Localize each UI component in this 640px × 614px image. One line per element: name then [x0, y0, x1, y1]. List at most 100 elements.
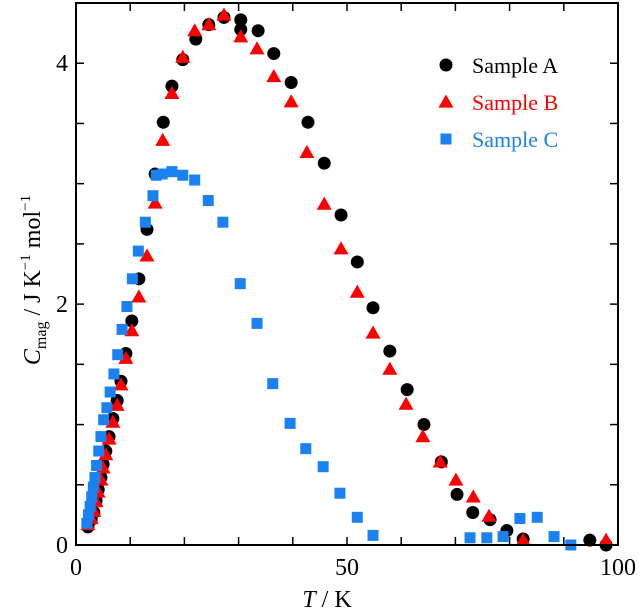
data-point — [382, 361, 398, 375]
data-point — [365, 325, 381, 339]
data-point — [201, 17, 217, 31]
data-point — [531, 511, 543, 523]
data-point — [234, 13, 248, 27]
data-point — [548, 531, 560, 543]
x-tick-label: 0 — [70, 555, 82, 581]
legend-circle-icon — [439, 58, 453, 72]
data-point — [82, 509, 94, 521]
data-point — [334, 208, 348, 222]
data-point — [284, 75, 298, 89]
axes: 0 50 100 0 2 4 — [56, 2, 636, 581]
data-point — [466, 505, 480, 519]
series-sample-b — [80, 7, 614, 546]
data-point — [217, 216, 229, 228]
data-point — [104, 386, 116, 398]
data-point — [112, 349, 124, 361]
x-axis-symbol: T — [302, 587, 317, 613]
data-point — [121, 301, 133, 313]
data-point — [202, 195, 214, 207]
y-axis-unit: / J K — [20, 270, 46, 322]
data-point — [166, 166, 178, 178]
data-point — [139, 248, 155, 262]
data-point — [91, 460, 103, 472]
y-axis-superscript: −1 — [18, 254, 34, 270]
data-point — [300, 443, 312, 455]
y-axis-symbol: C — [20, 348, 46, 365]
data-point — [249, 41, 265, 55]
data-point — [251, 317, 263, 329]
x-tick-label: 100 — [600, 555, 636, 581]
data-point — [583, 533, 597, 547]
data-point — [98, 447, 114, 461]
data-point — [93, 445, 105, 457]
data-point — [95, 431, 107, 443]
data-point — [150, 169, 162, 181]
data-point — [350, 255, 364, 269]
data-point — [147, 190, 159, 202]
data-point — [113, 377, 129, 391]
data-point — [233, 29, 249, 43]
data-point — [131, 289, 147, 303]
data-point — [465, 489, 481, 503]
y-axis-superscript: −1 — [18, 195, 34, 211]
y-tick-label: 0 — [56, 533, 68, 559]
data-point — [515, 532, 531, 546]
data-point — [351, 511, 363, 523]
legend-triangle-icon — [438, 94, 454, 108]
data-point — [450, 487, 464, 501]
legend: Sample A Sample B Sample C — [438, 53, 558, 152]
data-point — [448, 472, 464, 486]
data-point — [415, 429, 431, 443]
data-point — [177, 169, 189, 181]
data-point — [189, 174, 201, 186]
data-point — [398, 396, 414, 410]
data-point — [299, 144, 315, 158]
legend-label: Sample A — [472, 53, 558, 78]
data-point — [124, 323, 140, 337]
data-point — [139, 216, 151, 228]
legend-item: Sample A — [439, 53, 558, 78]
data-point — [109, 397, 125, 411]
data-point — [251, 24, 265, 38]
data-point — [155, 132, 171, 146]
data-point — [267, 47, 281, 61]
data-point — [316, 196, 332, 210]
legend-item: Sample B — [438, 90, 558, 115]
data-point — [98, 414, 110, 426]
data-point — [333, 241, 349, 255]
data-point — [156, 168, 168, 180]
y-tick-label: 2 — [56, 292, 68, 318]
data-point — [267, 378, 279, 390]
data-point — [317, 156, 331, 170]
data-point — [464, 532, 476, 544]
data-point — [156, 115, 170, 129]
data-point — [481, 532, 493, 544]
data-point — [349, 284, 365, 298]
x-axis-title: T / K — [302, 587, 352, 613]
data-point — [101, 402, 113, 414]
data-point — [598, 532, 614, 546]
data-point — [400, 383, 414, 397]
data-point — [317, 461, 329, 473]
data-point — [118, 350, 134, 364]
plot-frame — [75, 2, 619, 546]
data-point — [383, 344, 397, 358]
y-axis-unit-mol: mol — [20, 211, 46, 255]
data-marks — [80, 7, 614, 552]
y-axis-subscript: mag — [33, 322, 50, 350]
data-point — [108, 368, 120, 380]
data-point — [164, 85, 180, 99]
data-point — [514, 513, 526, 525]
data-point — [216, 7, 232, 21]
data-point — [126, 273, 138, 285]
data-point — [81, 517, 93, 529]
legend-label: Sample C — [472, 127, 558, 152]
data-point — [366, 301, 380, 315]
data-point — [481, 508, 497, 522]
data-point — [87, 481, 99, 493]
data-point — [187, 23, 203, 37]
data-point — [125, 314, 139, 328]
y-tick-label: 4 — [56, 51, 68, 77]
data-point — [284, 417, 296, 429]
